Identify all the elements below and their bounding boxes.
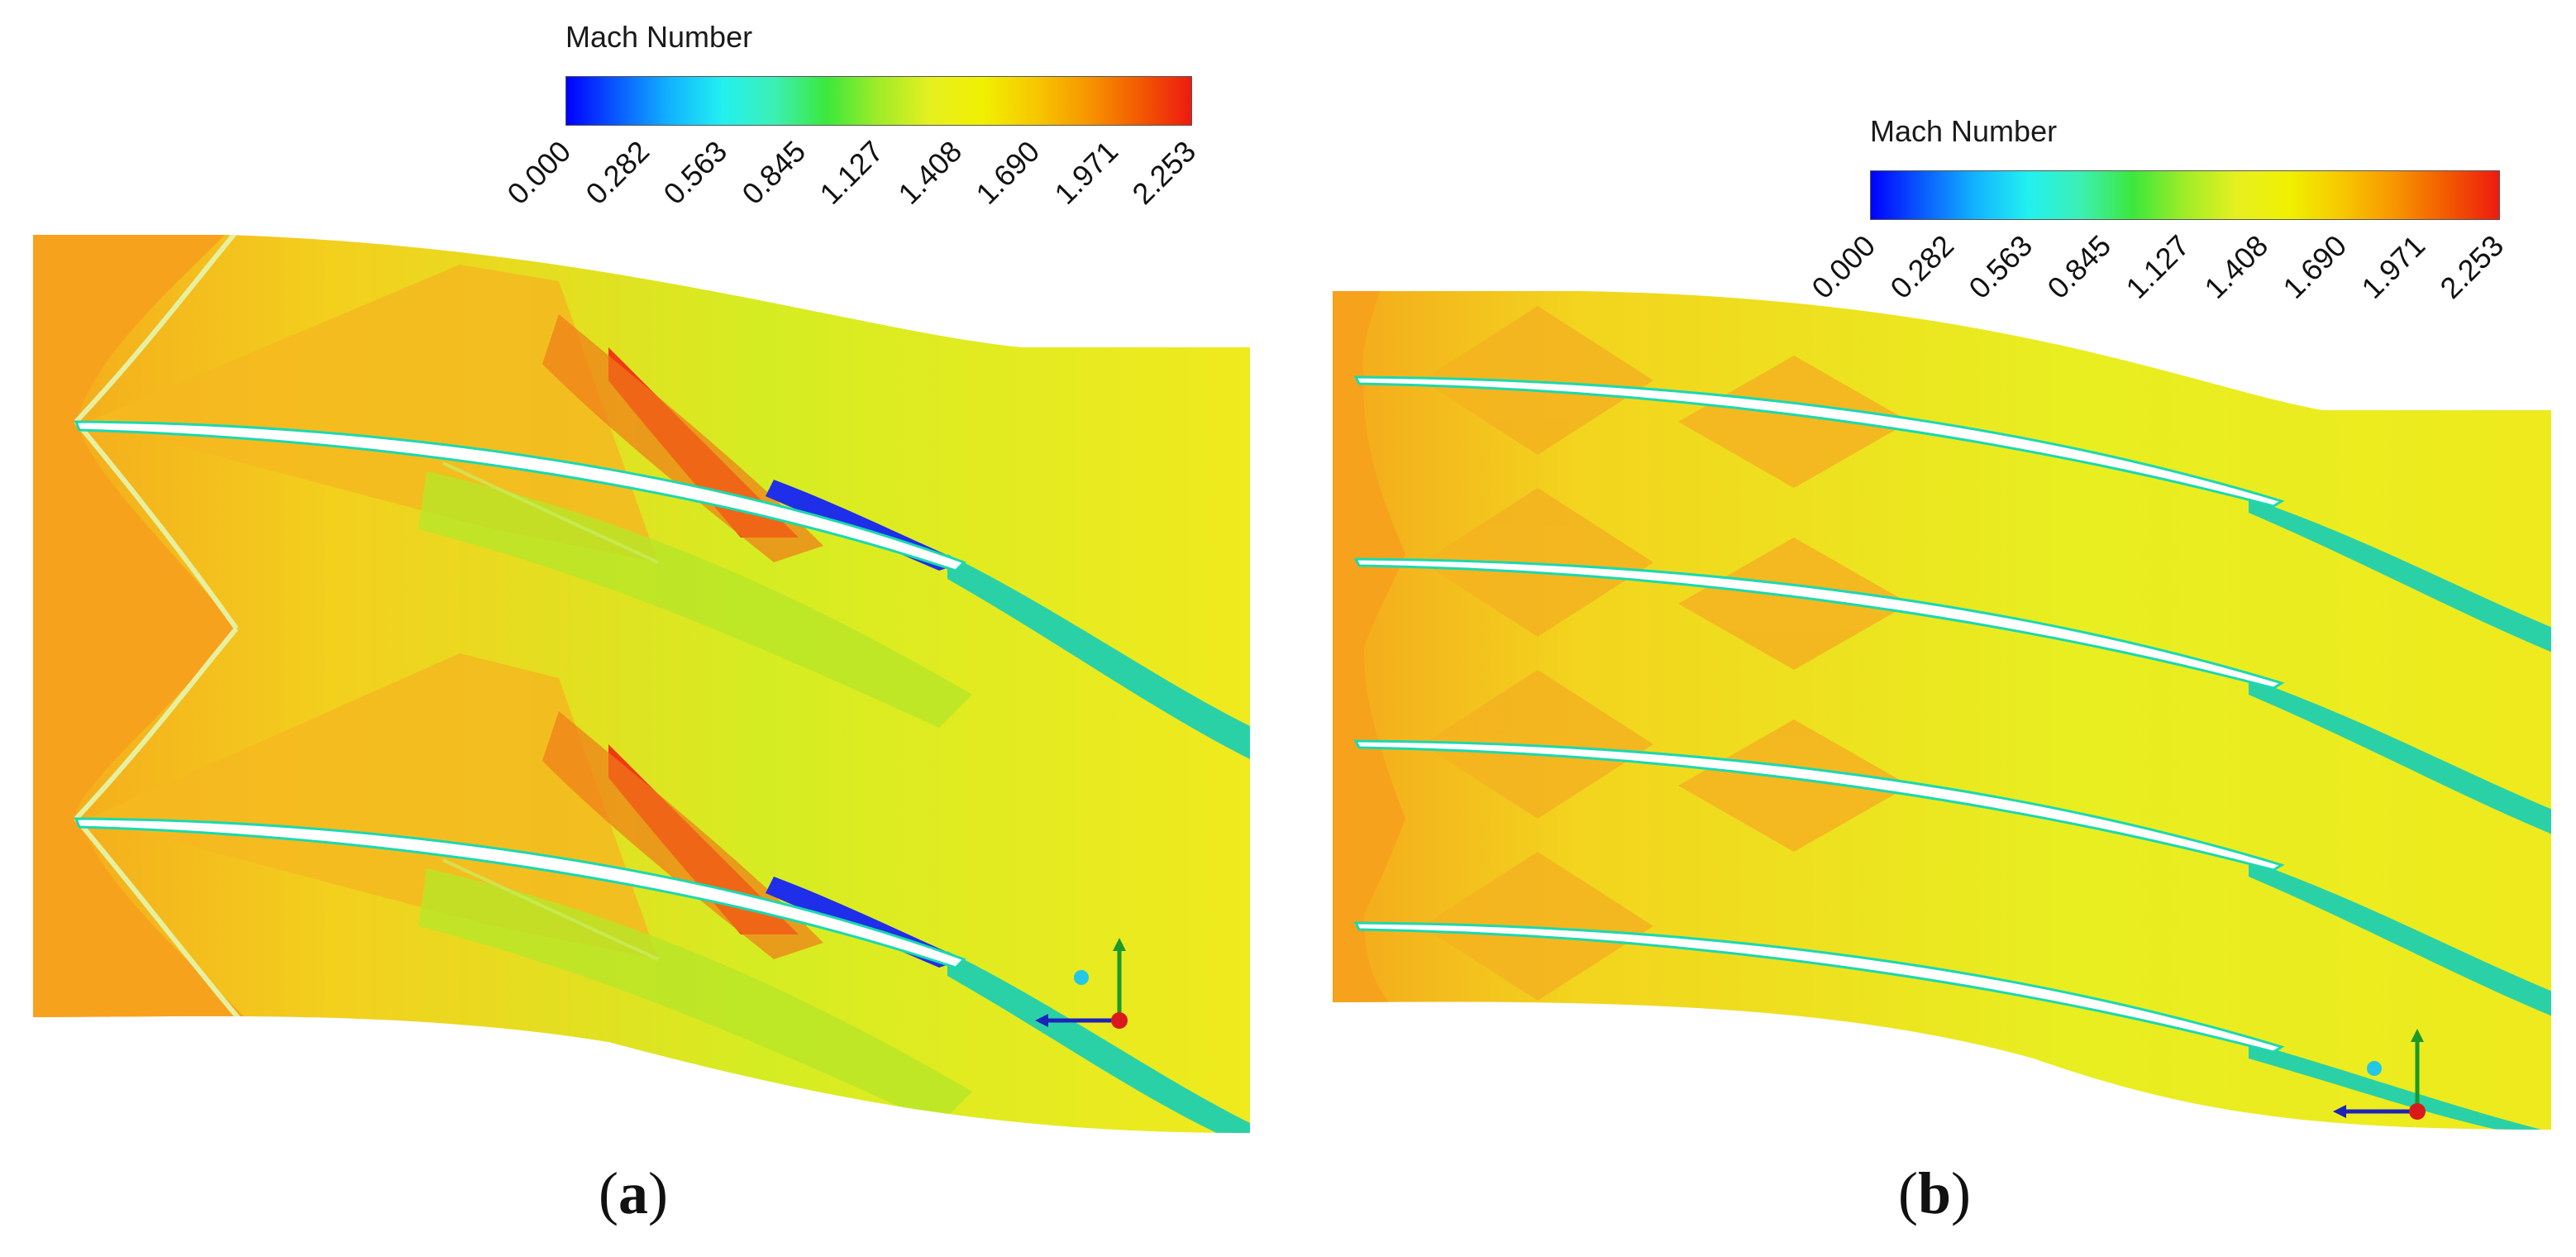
axis-triad-a [1035, 938, 1128, 1029]
colorbar-tick-label: 0.845 [734, 134, 812, 211]
mach-contour-b [1333, 291, 2551, 1130]
colorbar-b [1870, 170, 2500, 220]
colorbar-tick-label: 1.690 [969, 134, 1047, 211]
colorbar-tick-label: 0.000 [500, 134, 578, 211]
colorbar-title-a: Mach Number [565, 20, 753, 54]
colorbar-title-b: Mach Number [1870, 114, 2058, 148]
caption-b: (b) [1898, 1160, 1972, 1226]
colorbar-tick-label: 2.253 [1125, 134, 1203, 211]
colorbar-tick-label: 1.971 [1047, 134, 1124, 211]
colorbar-tick-label: 0.563 [656, 134, 734, 211]
axis-triad-b [2333, 1029, 2426, 1120]
colorbar-tick-label: 0.282 [578, 134, 656, 211]
mach-contour-a [33, 235, 1250, 1133]
caption-a: (a) [599, 1160, 668, 1226]
colorbar-tick-label: 1.127 [813, 134, 890, 211]
colorbar-tick-label: 1.408 [890, 134, 968, 211]
colorbar-a [565, 76, 1192, 126]
